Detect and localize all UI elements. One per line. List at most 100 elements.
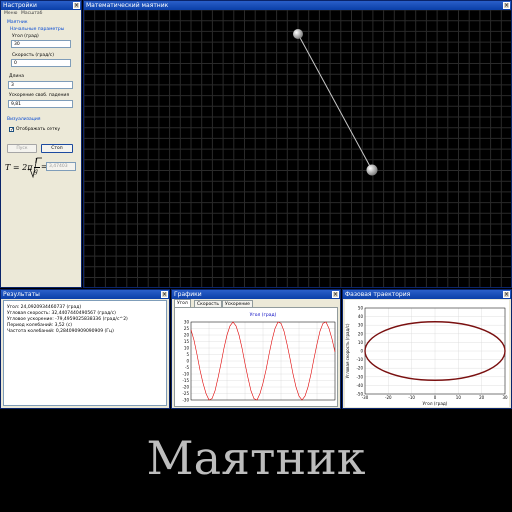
phase-title: Фазовая траектория [345, 291, 411, 298]
stop-button[interactable]: Стоп [41, 144, 73, 153]
gravity-input[interactable]: 9,81 [8, 100, 73, 108]
results-titlebar[interactable]: Результаты × [1, 290, 169, 299]
y-tick-label: -15 [182, 378, 189, 383]
tab-acceleration[interactable]: Ускорение [222, 300, 253, 307]
y-tick-label: -40 [356, 383, 363, 388]
fraction-bar [34, 167, 40, 168]
tab-angle[interactable]: Угол [174, 299, 191, 307]
caption-area: Маятник [0, 409, 512, 512]
y-tick-label: -10 [356, 357, 363, 362]
phase-titlebar[interactable]: Фазовая траектория × [343, 290, 511, 299]
result-speed: Угловая скорость: 32,4407440490567 (град… [7, 311, 116, 316]
graph-panel: Угол (град) 30 25 20 15 10 5 0 -5 -10 -15 -20 -25 -30 [174, 307, 338, 407]
pendulum-rod [297, 33, 373, 171]
menu-item-scale[interactable]: Масштаб [21, 11, 43, 16]
y-tick-label: -30 [182, 398, 189, 403]
grid-checkbox-label: Отображать сетку [16, 127, 61, 132]
formula-g: g [34, 168, 38, 175]
pendulum-titlebar[interactable]: Математический маятник × [84, 1, 511, 10]
plot-frame [190, 321, 336, 401]
close-icon[interactable]: × [161, 291, 168, 298]
tab-speed[interactable]: Скорость [194, 300, 222, 307]
y-tick-label: 50 [358, 306, 364, 311]
length-label: Длина [9, 74, 25, 79]
x-tick-label: -30 [362, 395, 369, 400]
y-tick-label: 10 [358, 340, 364, 345]
results-title: Результаты [3, 291, 40, 298]
results-window: Результаты × Угол: 24,0920934460737 (град… [0, 289, 170, 409]
menu-item-menu[interactable]: Меню [4, 11, 18, 16]
pendulum-title: Математический маятник [86, 2, 169, 9]
pendulum-window: Математический маятник × [83, 0, 512, 288]
y-tick-label: 20 [358, 331, 364, 336]
y-tick-label: 20 [184, 333, 190, 338]
formula-l: l [35, 158, 37, 165]
result-acceleration: Угловое ускорение: -79,4959025838336 (гр… [7, 317, 128, 322]
chart-title: Угол (град) [250, 312, 277, 318]
y-tick-label: -10 [182, 372, 189, 377]
result-period: Период колебаний: 3,52 (с) [7, 323, 73, 328]
period-formula: T = 2π l g = [5, 157, 47, 179]
y-tick-label: 25 [184, 326, 190, 331]
speed-input[interactable]: 0 [11, 59, 71, 67]
y-tick-label: 0 [360, 349, 363, 354]
x-tick-label: 0 [434, 395, 437, 400]
settings-window: Настройки × Меню Масштаб Маятник Начальны… [0, 0, 82, 288]
grid-checkbox[interactable]: ✓ [9, 127, 15, 133]
x-tick-label: -10 [408, 395, 415, 400]
pendulum-bob[interactable] [366, 164, 378, 176]
y-tick-label: 30 [184, 320, 190, 325]
y-tick-label: -20 [356, 366, 363, 371]
angle-label: Угол (град) [12, 34, 39, 39]
series-line-angle [190, 321, 336, 401]
results-textarea[interactable]: Угол: 24,0920934460737 (град) Угловая ск… [3, 300, 167, 406]
close-icon[interactable]: × [503, 291, 510, 298]
settings-titlebar[interactable]: Настройки × [1, 1, 81, 10]
y-tick-label: 0 [186, 359, 189, 364]
phase-window: Фазовая траектория × 50 40 30 20 10 0 -10 -20 -30… [342, 289, 512, 409]
y-tick-label: -20 [182, 385, 189, 390]
x-tick-label: 10 [456, 395, 462, 400]
angle-input[interactable]: 30 [11, 40, 71, 48]
gravity-label: Ускорение своб. падения [9, 93, 70, 98]
phase-panel: 50 40 30 20 10 0 -10 -20 -30 -40 -50 -30 -20 -10 0 10 20… [345, 300, 509, 407]
sqrt-sign-icon [28, 157, 42, 179]
x-tick-label: -20 [385, 395, 392, 400]
group-visual-label: Визуализация [7, 117, 41, 122]
graphs-titlebar[interactable]: Графики × [172, 290, 340, 299]
group-pendulum-label: Маятник [7, 20, 28, 25]
start-button[interactable]: Пуск [7, 144, 37, 153]
result-frequency: Частота колебаний: 0,284090909090909 (Гц… [7, 329, 114, 334]
close-icon[interactable]: × [503, 2, 510, 9]
close-icon[interactable]: × [332, 291, 339, 298]
length-input[interactable]: 3 [8, 81, 73, 89]
caption-title: Маятник [146, 431, 366, 485]
result-angle: Угол: 24,0920934460737 (град) [7, 305, 82, 310]
y-axis-label: Угловая скорость (град/с) [345, 323, 350, 378]
group-initial-label: Начальные параметры [10, 27, 65, 32]
formula-lhs: T = 2π [5, 163, 33, 172]
y-tick-label: -50 [356, 392, 363, 397]
y-tick-label: -5 [185, 365, 189, 370]
x-tick-label: 30 [502, 395, 508, 400]
y-tick-label: 15 [184, 339, 190, 344]
y-tick-label: -30 [356, 374, 363, 379]
period-result-field: 3,47403 [46, 162, 76, 171]
close-icon[interactable]: × [73, 2, 80, 9]
y-tick-label: 30 [358, 323, 364, 328]
phase-trajectory [364, 321, 506, 381]
x-axis-label: Угол (град) [423, 401, 448, 406]
speed-label: Скорость (град/с) [12, 53, 54, 58]
y-tick-label: 10 [184, 346, 190, 351]
settings-title: Настройки [3, 2, 37, 9]
formula-equals: = [41, 163, 47, 171]
y-tick-label: -25 [182, 391, 189, 396]
pendulum-pivot [293, 29, 303, 39]
pendulum-canvas [84, 10, 511, 287]
x-tick-label: 20 [479, 395, 485, 400]
graphs-title: Графики [174, 291, 202, 298]
y-tick-label: 40 [358, 314, 364, 319]
graphs-window: Графики × Угол Скорость Ускорение Угол (г… [171, 289, 341, 409]
